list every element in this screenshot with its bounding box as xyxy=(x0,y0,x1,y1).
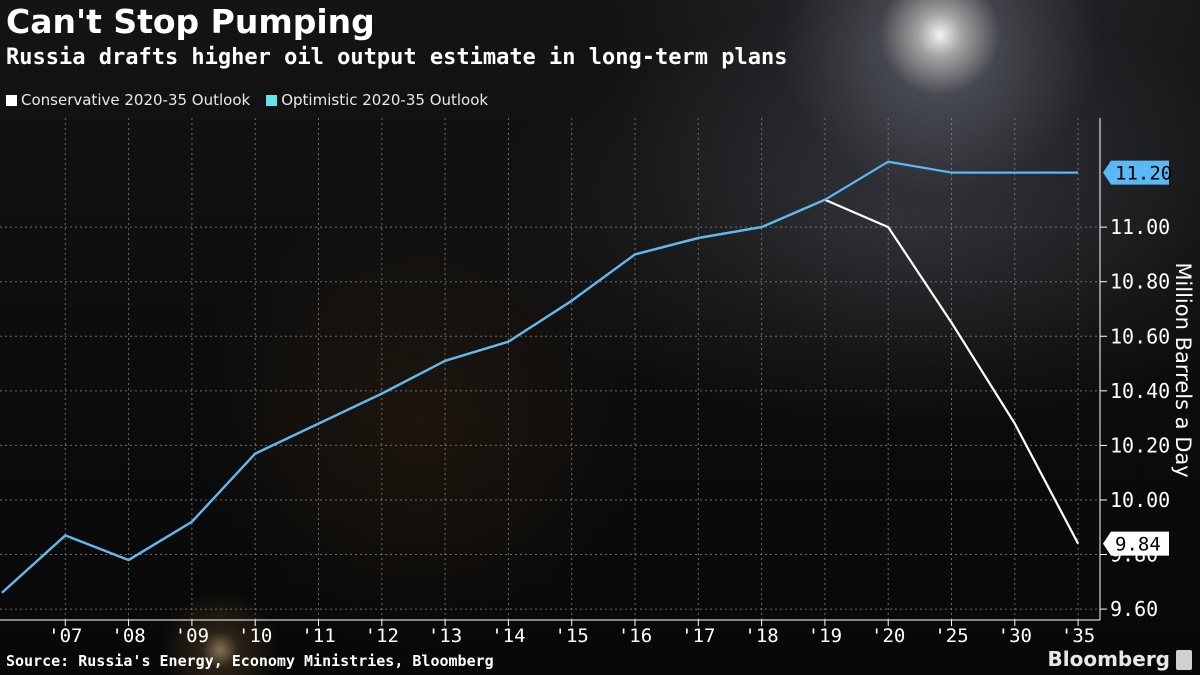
x-tick-label: '25 xyxy=(934,625,968,647)
x-tick-label: '12 xyxy=(365,625,399,647)
x-tick-label: '30 xyxy=(998,625,1032,647)
x-tick-label: '16 xyxy=(618,625,652,647)
grid-lines xyxy=(0,118,1100,620)
x-tick-label: '35 xyxy=(1061,625,1095,647)
brand-badge-icon xyxy=(1176,650,1192,670)
series-lines xyxy=(1,160,1080,594)
x-tick-label: '13 xyxy=(428,625,462,647)
end-value-callouts: 9.84 11.20 xyxy=(1103,160,1172,556)
x-tick-label: '19 xyxy=(808,625,842,647)
legend: Conservative 2020-35 Outlook Optimistic … xyxy=(6,91,488,109)
source-note: Source: Russia's Energy, Economy Ministr… xyxy=(6,652,494,670)
brand-logo: Bloomberg xyxy=(1047,647,1170,671)
y-tick-label: 10.20 xyxy=(1110,433,1170,457)
x-tick-label: '07 xyxy=(48,625,82,647)
x-tick-label: '08 xyxy=(111,625,145,647)
y-tick-label: 10.80 xyxy=(1110,270,1170,294)
y-tick-label: 10.40 xyxy=(1110,379,1170,403)
x-tick-label: '09 xyxy=(175,625,209,647)
end-value-callout-optimistic xyxy=(1103,160,1169,185)
series-line-conservative xyxy=(1,198,1080,594)
tick-labels: 9.609.8010.0010.2010.4010.6010.8011.00'0… xyxy=(48,215,1170,647)
x-tick-label: '20 xyxy=(871,625,905,647)
x-tick-label: '10 xyxy=(238,625,272,647)
chart-title: Can't Stop Pumping xyxy=(6,2,375,41)
axes xyxy=(0,118,1107,626)
y-tick-label: 10.00 xyxy=(1110,488,1170,512)
y-tick-label: 11.00 xyxy=(1110,215,1170,239)
legend-label-conservative: Conservative 2020-35 Outlook xyxy=(21,91,251,109)
end-value-label-conservative: 9.84 xyxy=(1115,534,1161,556)
legend-swatch-optimistic xyxy=(266,94,278,106)
legend-label-optimistic: Optimistic 2020-35 Outlook xyxy=(281,91,489,109)
legend-item-optimistic: Optimistic 2020-35 Outlook xyxy=(266,91,488,109)
series-line-optimistic xyxy=(1,160,1079,594)
x-tick-label: '17 xyxy=(681,625,715,647)
x-tick-label: '15 xyxy=(555,625,589,647)
x-tick-label: '11 xyxy=(301,625,335,647)
x-tick-label: '14 xyxy=(491,625,525,647)
x-tick-label: '18 xyxy=(744,625,778,647)
legend-item-conservative: Conservative 2020-35 Outlook xyxy=(6,91,250,109)
legend-swatch-conservative xyxy=(6,94,17,106)
end-value-label-optimistic: 11.20 xyxy=(1115,163,1172,185)
y-axis-label: Million Barrels a Day xyxy=(1171,262,1195,477)
y-tick-label: 9.60 xyxy=(1110,597,1158,621)
y-tick-label: 10.60 xyxy=(1110,324,1170,348)
end-value-callout-conservative xyxy=(1103,531,1169,556)
chart-subtitle: Russia drafts higher oil output estimate… xyxy=(6,45,788,70)
